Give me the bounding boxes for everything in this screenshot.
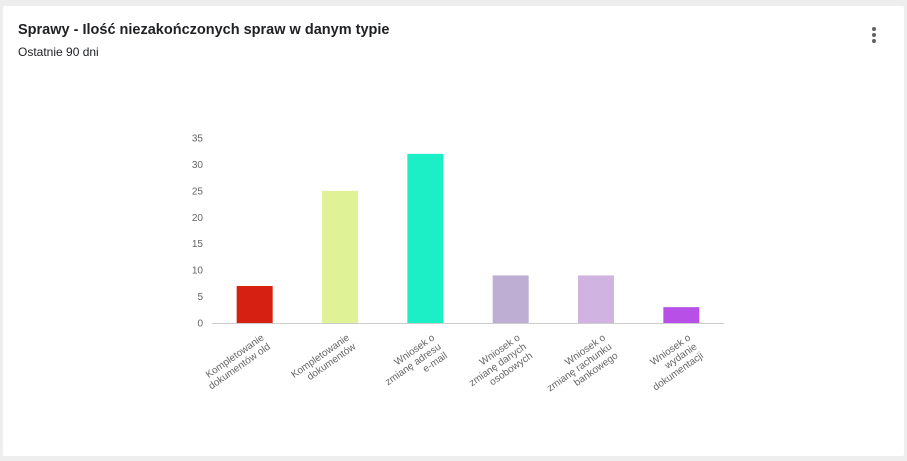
y-tick-label: 5 xyxy=(197,292,203,303)
bar xyxy=(322,190,358,323)
y-tick-label: 15 xyxy=(192,239,204,250)
y-tick-label: 25 xyxy=(192,186,204,197)
bar xyxy=(236,286,273,323)
menu-dot xyxy=(872,27,876,31)
chart-card: Sprawy - Ilość niezakończonych spraw w d… xyxy=(3,6,904,456)
y-tick-label: 0 xyxy=(197,319,203,330)
y-tick-label: 20 xyxy=(192,213,204,224)
bar xyxy=(578,275,614,323)
y-tick-label: 30 xyxy=(192,160,204,171)
bar xyxy=(663,307,700,323)
bar xyxy=(407,153,444,323)
menu-dot xyxy=(872,33,876,37)
card-subtitle: Ostatnie 90 dni xyxy=(18,45,99,59)
menu-dot xyxy=(872,39,876,43)
card-title: Sprawy - Ilość niezakończonych spraw w d… xyxy=(18,22,390,38)
y-tick-label: 10 xyxy=(192,266,204,277)
bar xyxy=(492,275,529,323)
more-vertical-icon[interactable] xyxy=(862,23,886,47)
y-tick-label: 35 xyxy=(192,134,204,145)
